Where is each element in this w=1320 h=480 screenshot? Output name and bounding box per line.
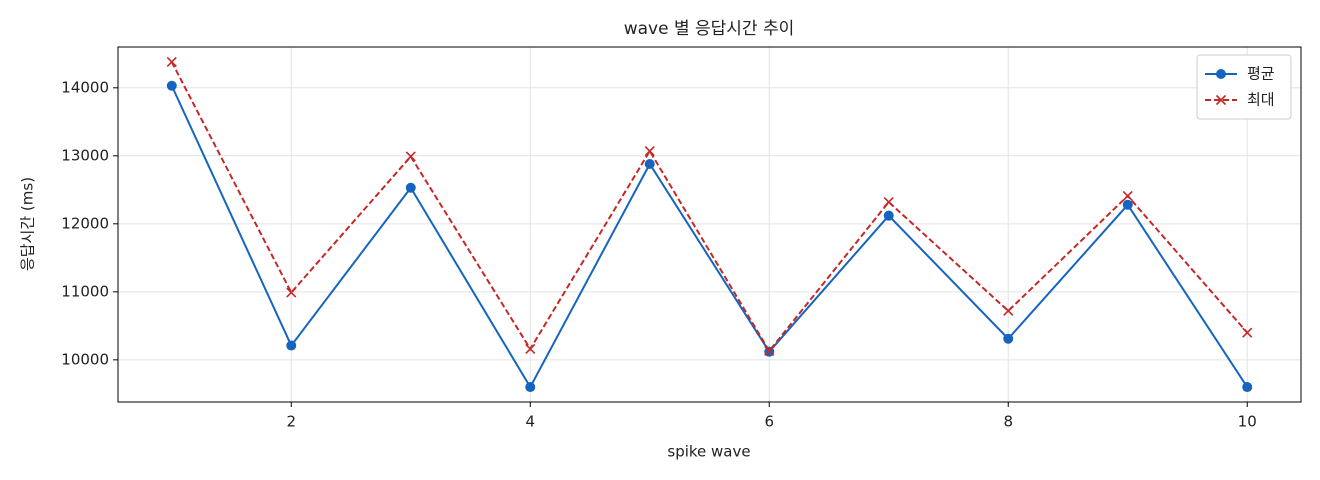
marker bbox=[405, 182, 416, 193]
legend-box bbox=[1196, 54, 1292, 120]
marker bbox=[1122, 199, 1133, 210]
chart-title: wave 별 응답시간 추이 bbox=[624, 19, 795, 39]
marker bbox=[286, 340, 297, 351]
marker bbox=[405, 151, 416, 162]
legend-label: 최대 bbox=[1247, 91, 1275, 109]
series-line bbox=[170, 85, 1249, 390]
x-tick-label: 8 bbox=[1003, 413, 1013, 431]
marker bbox=[883, 196, 894, 208]
y-tick-label: 13000 bbox=[61, 146, 109, 164]
marker bbox=[525, 382, 536, 393]
marker bbox=[1003, 305, 1014, 316]
marker bbox=[1003, 333, 1014, 344]
marker bbox=[644, 145, 655, 157]
y-tick-label: 14000 bbox=[61, 78, 109, 96]
marker bbox=[525, 343, 536, 355]
marker bbox=[1216, 69, 1226, 79]
x-tick-label: 4 bbox=[525, 413, 535, 431]
x-tick-label: 10 bbox=[1238, 413, 1257, 431]
x-tick-label: 2 bbox=[286, 413, 296, 431]
plot-frame bbox=[117, 46, 1302, 403]
y-tick-label: 12000 bbox=[61, 214, 109, 232]
y-tick-label: 10000 bbox=[61, 350, 109, 368]
legend-label: 평균 bbox=[1247, 65, 1275, 83]
marker bbox=[286, 287, 297, 298]
marker bbox=[166, 56, 177, 68]
y-tick-label: 11000 bbox=[61, 282, 109, 300]
x-tick-label: 6 bbox=[764, 413, 774, 431]
marker bbox=[644, 158, 655, 169]
series-line bbox=[170, 61, 1248, 353]
marker bbox=[1242, 382, 1253, 393]
marker bbox=[1215, 94, 1227, 106]
marker bbox=[1242, 327, 1253, 338]
marker bbox=[764, 345, 775, 357]
marker bbox=[883, 210, 894, 221]
x-axis-label: spike wave bbox=[667, 443, 750, 461]
marker bbox=[166, 80, 177, 91]
y-axis-label: 응답시간 (ms) bbox=[19, 177, 37, 271]
marker bbox=[1122, 190, 1133, 202]
